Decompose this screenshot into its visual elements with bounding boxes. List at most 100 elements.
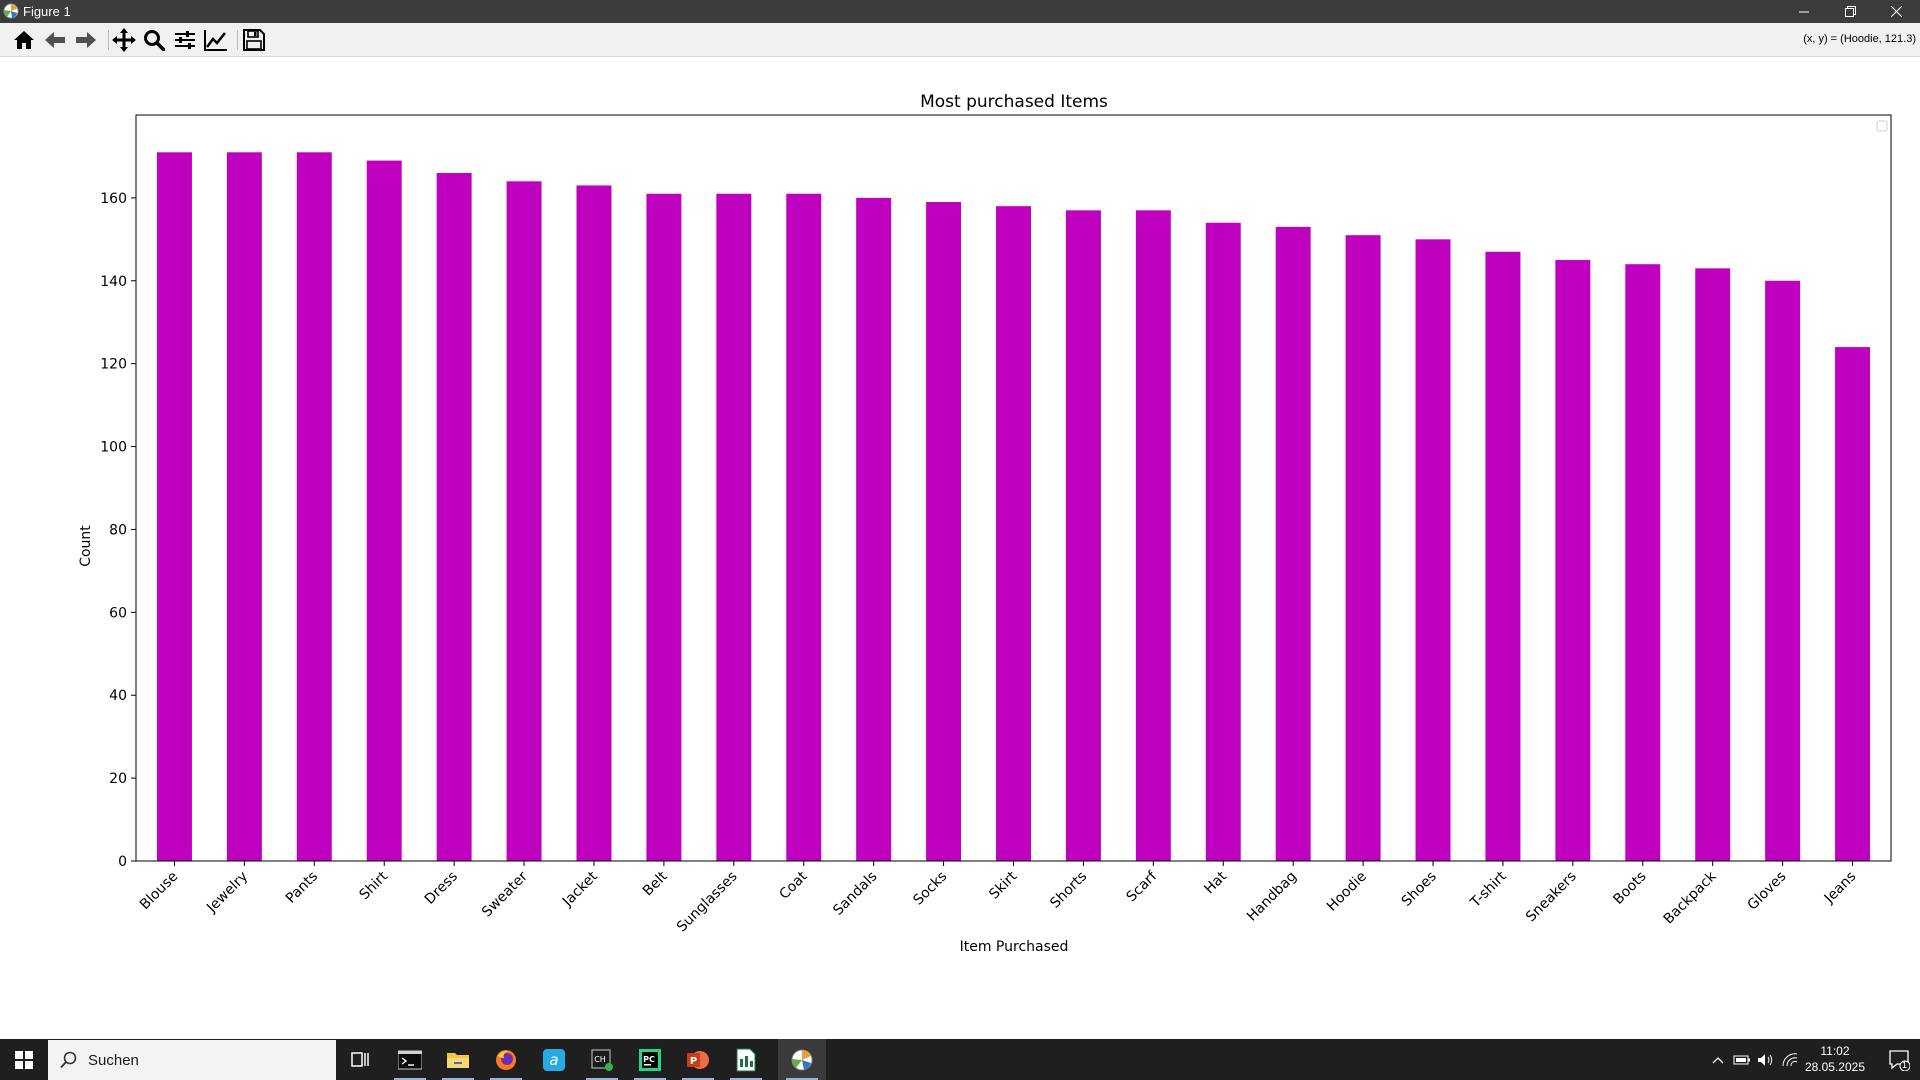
x-tick-label: Dress (422, 869, 461, 908)
restore-icon (1844, 6, 1856, 17)
running-indicator (682, 1078, 714, 1080)
task-view-icon (351, 1051, 369, 1067)
taskbar-app-terminal[interactable] (386, 1039, 434, 1080)
forward-button[interactable] (72, 27, 100, 53)
taskbar-app-ch[interactable]: CH (578, 1039, 626, 1080)
x-tick-label: Sneakers (1523, 869, 1580, 926)
bar-sweater[interactable] (506, 181, 542, 862)
taskbar-app-pycharm[interactable]: PC (626, 1039, 674, 1080)
close-button[interactable] (1873, 0, 1919, 23)
notification-count: 1 (1902, 1060, 1908, 1070)
matplotlib-icon (791, 1049, 813, 1070)
zoom-button[interactable] (140, 27, 168, 53)
bar-scarf[interactable] (1135, 210, 1171, 862)
x-tick-label: Shorts (1047, 869, 1090, 912)
bar-boots[interactable] (1625, 264, 1661, 861)
bar-socks[interactable] (926, 202, 962, 862)
save-button[interactable] (240, 27, 268, 53)
title-bar: Figure 1 (0, 0, 1920, 23)
start-button[interactable] (0, 1039, 48, 1080)
svg-text:PC: PC (643, 1055, 655, 1064)
x-tick-label: Sunglasses (674, 869, 741, 936)
taskbar-app-firefox[interactable] (482, 1039, 530, 1080)
x-tick-label: Jacket (559, 868, 601, 910)
customize-button[interactable] (202, 27, 230, 53)
bar-shoes[interactable] (1415, 239, 1451, 862)
running-indicator (786, 1078, 818, 1080)
bar-dress[interactable] (436, 173, 472, 861)
svg-text:P: P (690, 1056, 697, 1067)
legend-box (1876, 120, 1888, 132)
bar-sandals[interactable] (856, 197, 892, 861)
figure-canvas[interactable]: Most purchased Items 0 20 40 60 80 100 120 140 1… (0, 57, 1920, 1039)
x-tick-label: Boots (1610, 869, 1649, 908)
bar-gloves[interactable] (1765, 280, 1801, 861)
windows-taskbar: Suchen (0, 1039, 1920, 1080)
bar-hat[interactable] (1205, 222, 1241, 861)
bar-shorts[interactable] (1065, 210, 1101, 862)
svg-text:a: a (549, 1051, 558, 1069)
bar-pants[interactable] (296, 152, 332, 862)
restore-button[interactable] (1827, 0, 1873, 23)
tray-network[interactable] (1778, 1039, 1802, 1080)
toolbar-separator (237, 30, 238, 50)
bar-chart[interactable]: Most purchased Items 0 20 40 60 80 100 120 140 1… (0, 57, 1920, 1039)
taskbar-clock[interactable]: 11:02 28.05.2025 (1805, 1043, 1865, 1075)
file-explorer-icon (447, 1052, 469, 1068)
pycharm-icon: PC (639, 1048, 661, 1071)
back-button[interactable] (41, 27, 69, 53)
battery-icon (1733, 1055, 1750, 1064)
notification-center-button[interactable]: 1 (1888, 1049, 1911, 1075)
x-tick-label: T-shirt (1467, 868, 1510, 911)
taskbar-app-a[interactable]: a (530, 1039, 578, 1080)
tray-volume[interactable] (1754, 1039, 1778, 1080)
y-tick-label: 120 (100, 357, 127, 373)
bar-belt[interactable] (646, 193, 682, 861)
bar-coat[interactable] (786, 193, 822, 861)
taskbar-app-file-explorer[interactable] (434, 1039, 482, 1080)
bar-sunglasses[interactable] (716, 193, 752, 861)
bar-jewelry[interactable] (226, 152, 262, 862)
y-tick-label: 60 (109, 605, 127, 621)
taskbar-app-spreadsheet[interactable] (722, 1039, 770, 1080)
bar-t-shirt[interactable] (1485, 251, 1521, 861)
subplots-button[interactable] (171, 27, 199, 53)
subplots-icon (175, 31, 195, 49)
task-view-button[interactable] (336, 1039, 384, 1080)
tray-overflow-button[interactable] (1706, 1039, 1730, 1080)
taskbar-app-powerpoint[interactable]: P (674, 1039, 722, 1080)
close-icon (1890, 6, 1902, 17)
minimize-button[interactable] (1781, 0, 1827, 23)
bar-blouse[interactable] (156, 152, 192, 862)
axes-frame (135, 114, 1892, 862)
y-tick-label: 20 (109, 771, 127, 787)
x-tick-label: Pants (283, 869, 321, 907)
running-indicator (442, 1078, 474, 1080)
y-tick-label: 160 (100, 191, 127, 207)
x-tick-label: Handbag (1244, 869, 1300, 925)
bar-backpack[interactable] (1695, 268, 1731, 861)
running-indicator (634, 1078, 666, 1080)
pan-button[interactable] (110, 27, 138, 53)
bar-jeans[interactable] (1835, 347, 1871, 862)
bar-shirt[interactable] (366, 160, 402, 862)
home-button[interactable] (10, 27, 38, 53)
bar-jacket[interactable] (576, 185, 612, 861)
y-tick-label: 140 (100, 274, 127, 290)
wifi-icon (1782, 1052, 1798, 1066)
taskbar-search-box[interactable]: Suchen (48, 1040, 336, 1080)
taskbar-app-matplotlib[interactable] (778, 1039, 826, 1080)
bar-sneakers[interactable] (1555, 260, 1591, 861)
running-indicator (394, 1078, 426, 1080)
toolbar-separator (108, 30, 109, 50)
running-indicator (586, 1078, 618, 1080)
y-axis-label: Count (78, 525, 94, 567)
x-tick-label: Hoodie (1324, 869, 1370, 915)
back-icon (45, 32, 65, 48)
tray-battery[interactable] (1730, 1039, 1754, 1080)
running-indicator (730, 1078, 762, 1080)
x-tick-label: Shirt (356, 868, 391, 903)
bar-skirt[interactable] (996, 206, 1031, 861)
bar-hoodie[interactable] (1345, 235, 1381, 861)
bar-handbag[interactable] (1275, 226, 1311, 861)
